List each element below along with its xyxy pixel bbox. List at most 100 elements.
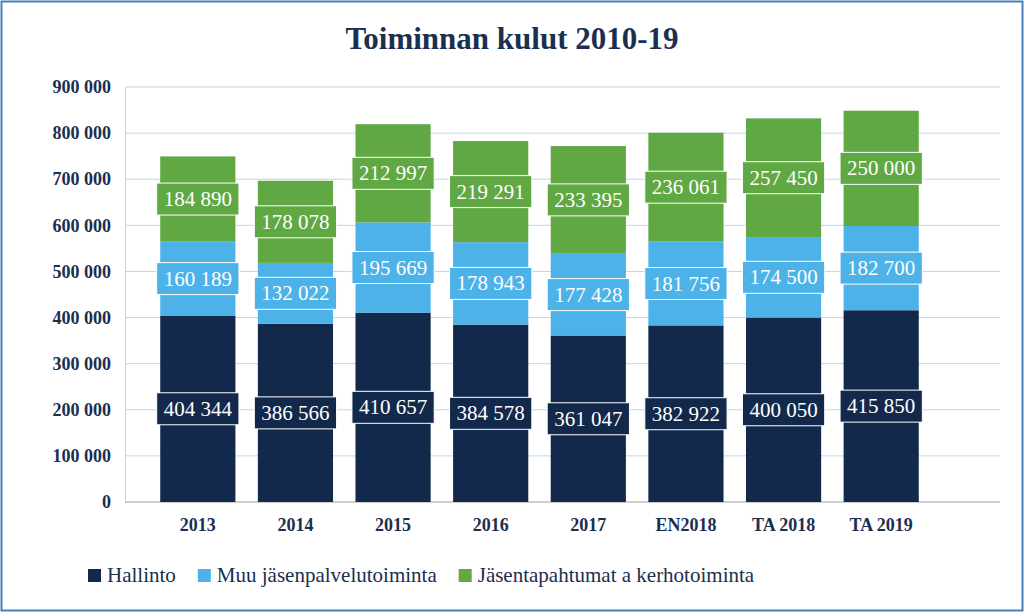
series	[160, 310, 919, 502]
x-tick: TA 2019	[850, 502, 913, 535]
data-label: 400 050	[742, 394, 824, 426]
series	[160, 111, 919, 263]
data-label-box	[645, 398, 727, 430]
legend-item: Muu jäsenpalvelutoiminta	[198, 563, 438, 587]
bar	[844, 111, 919, 226]
x-tick: 2014	[277, 502, 313, 535]
data-label-text: 361 047	[554, 407, 622, 431]
data-label-box	[742, 261, 824, 293]
y-tick-label: 900 000	[53, 77, 112, 97]
data-label-text: 160 189	[164, 267, 232, 291]
x-tick-label: 2016	[473, 515, 509, 535]
legend-swatch	[198, 569, 211, 582]
data-label-text: 212 997	[359, 161, 427, 185]
data-label-text: 233 395	[554, 188, 622, 212]
bar	[355, 222, 430, 312]
y-tick-label: 300 000	[53, 354, 112, 374]
data-label-box	[352, 391, 434, 423]
data-label: 404 344	[157, 393, 239, 425]
data-label-box	[450, 176, 532, 208]
data-label: 181 756	[645, 268, 727, 300]
bar	[258, 324, 333, 502]
data-label: 361 047	[547, 403, 629, 435]
y-tick-label: 800 000	[53, 123, 112, 143]
data-label: 160 189	[157, 263, 239, 295]
y-axis-line	[125, 88, 126, 503]
x-tick: 2017	[570, 502, 606, 535]
data-labels: 404 344 386 566 410 657 384 578 361 047 382 9…	[157, 152, 923, 434]
x-tick: 2013	[180, 502, 216, 535]
data-label-box	[450, 397, 532, 429]
x-tick-label: 2017	[570, 515, 606, 535]
grid-line	[125, 87, 1000, 88]
x-axis: 2013 2014 2015 2016 2017 EN2018 TA 2018 TA 2019	[125, 502, 1000, 535]
bar	[746, 237, 821, 317]
data-label-box	[645, 171, 727, 203]
bar	[648, 325, 723, 502]
y-tick: 700 000	[53, 169, 126, 189]
data-label-box	[352, 252, 434, 284]
x-tick: 2016	[473, 502, 509, 535]
y-tick: 200 000	[53, 400, 126, 420]
y-tick-label: 600 000	[53, 216, 112, 236]
data-label: 178 943	[450, 267, 532, 299]
data-label-box	[645, 268, 727, 300]
bar	[453, 141, 528, 242]
data-label: 178 078	[254, 206, 336, 238]
chart: Toiminnan kulut 2010-190100 000200 00030…	[0, 0, 1024, 612]
data-label-text: 132 022	[261, 281, 329, 305]
x-tick-label: TA 2018	[752, 515, 815, 535]
data-label: 384 578	[450, 397, 532, 429]
x-tick: EN2018	[655, 502, 716, 535]
y-tick-label: 200 000	[53, 400, 112, 420]
y-tick: 300 000	[53, 354, 126, 374]
bar	[160, 316, 235, 502]
data-label-text: 181 756	[652, 272, 720, 296]
data-label-text: 236 061	[652, 175, 720, 199]
data-label-box	[742, 162, 824, 194]
data-label-box	[840, 390, 922, 422]
data-label-text: 410 657	[359, 395, 427, 419]
bar	[844, 226, 919, 310]
data-label-text: 219 291	[457, 180, 525, 204]
data-label-text: 195 669	[359, 256, 427, 280]
legend-item: Jäsentapahtumat a kerhotoiminta	[459, 563, 755, 587]
data-label: 410 657	[352, 391, 434, 423]
data-label-text: 178 078	[261, 210, 329, 234]
data-label: 174 500	[742, 261, 824, 293]
data-label-text: 386 566	[261, 401, 329, 425]
y-tick: 100 000	[53, 446, 126, 466]
data-label-text: 382 922	[652, 402, 720, 426]
y-tick-label: 0	[102, 492, 111, 512]
data-label-text: 404 344	[164, 397, 233, 421]
grid	[125, 87, 1000, 502]
data-label: 195 669	[352, 252, 434, 284]
x-tick-label: 2015	[375, 515, 411, 535]
y-tick-label: 700 000	[53, 169, 112, 189]
data-label: 236 061	[645, 171, 727, 203]
y-tick-label: 100 000	[53, 446, 112, 466]
data-label-text: 174 500	[749, 265, 817, 289]
data-label-box	[450, 267, 532, 299]
legend-swatch	[88, 569, 101, 582]
x-tick: TA 2018	[752, 502, 815, 535]
legend-label: Jäsentapahtumat a kerhotoiminta	[478, 563, 755, 587]
y-tick: 400 000	[53, 308, 126, 328]
data-label: 177 428	[547, 279, 629, 311]
data-label-box	[254, 206, 336, 238]
bar	[160, 156, 235, 241]
bar	[551, 336, 626, 502]
x-tick: 2015	[375, 502, 411, 535]
x-tick-label: TA 2019	[850, 515, 913, 535]
bar	[258, 263, 333, 324]
bar	[160, 242, 235, 316]
x-tick-label: 2013	[180, 515, 216, 535]
data-label-text: 178 943	[457, 271, 525, 295]
data-label-box	[547, 403, 629, 435]
frame	[2, 2, 1023, 611]
data-label-box	[254, 397, 336, 429]
bar	[648, 133, 723, 242]
data-label: 184 890	[157, 183, 239, 215]
data-label-text: 415 850	[847, 394, 915, 418]
legend-label: Muu jäsenpalvelutoiminta	[217, 563, 438, 587]
